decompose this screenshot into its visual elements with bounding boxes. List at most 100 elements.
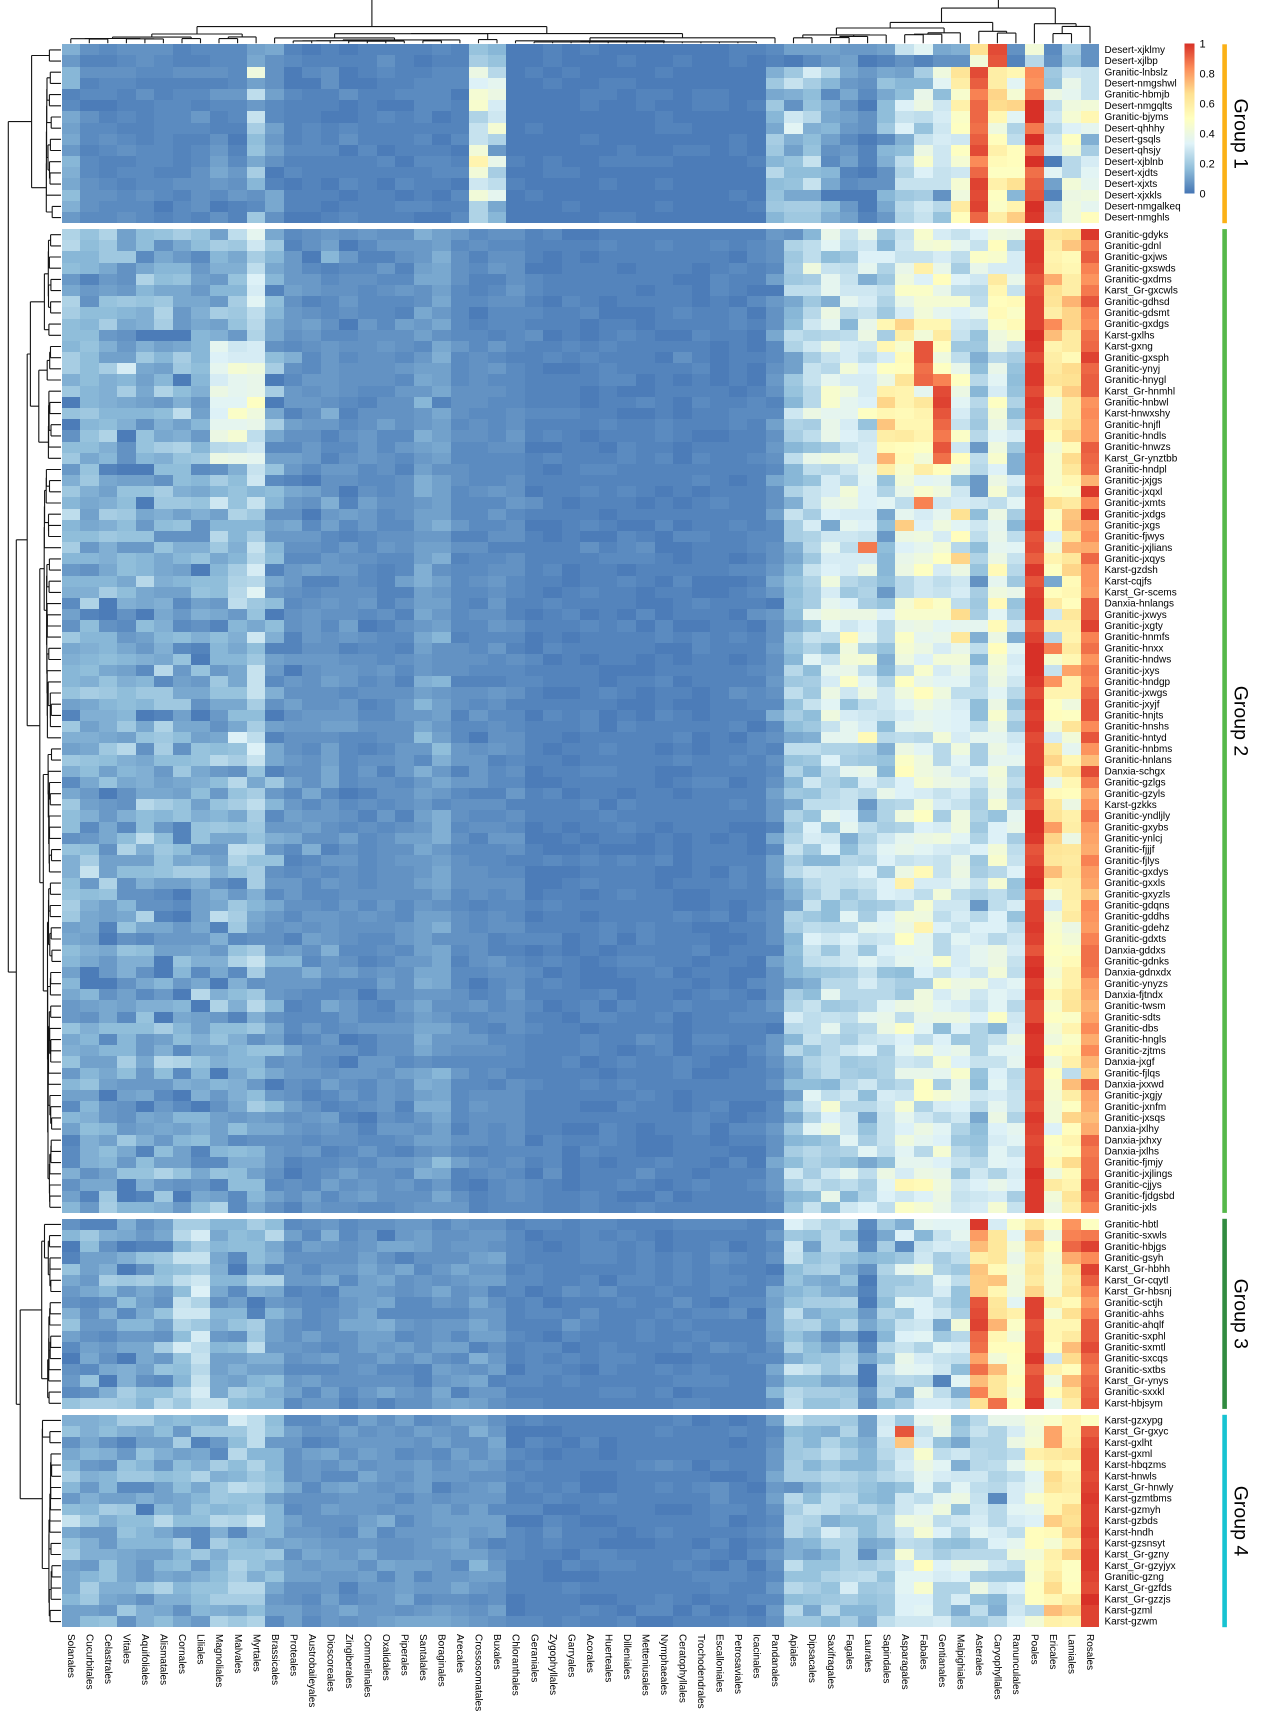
svg-text:Granitic-gdnl: Granitic-gdnl: [1105, 241, 1162, 252]
svg-text:Granitic-hnmfs: Granitic-hnmfs: [1105, 632, 1170, 643]
svg-text:Granitic-gzlgs: Granitic-gzlgs: [1105, 778, 1166, 789]
svg-text:Granitic-hngls: Granitic-hngls: [1105, 1035, 1167, 1046]
svg-text:Granitic-gxswds: Granitic-gxswds: [1105, 263, 1176, 274]
svg-text:Desert-xjxts: Desert-xjxts: [1105, 179, 1158, 190]
svg-text:Zingiberales: Zingiberales: [343, 1634, 354, 1688]
svg-text:Karst-gzxypg: Karst-gzxypg: [1105, 1416, 1163, 1427]
svg-text:Karst-gzml: Karst-gzml: [1105, 1606, 1153, 1617]
svg-text:Garryales: Garryales: [565, 1634, 576, 1677]
svg-text:Arecales: Arecales: [454, 1634, 465, 1673]
svg-text:Liliales: Liliales: [195, 1634, 206, 1665]
svg-text:Commelinales: Commelinales: [362, 1634, 373, 1697]
svg-text:Karst-gxml: Karst-gxml: [1105, 1449, 1153, 1460]
svg-text:Karst_Gr-hnwly: Karst_Gr-hnwly: [1105, 1483, 1174, 1494]
svg-text:Granitic-gdehz: Granitic-gdehz: [1105, 923, 1170, 934]
svg-text:Desert-qhsjy: Desert-qhsjy: [1105, 146, 1161, 157]
svg-text:Granitic-gxybs: Granitic-gxybs: [1105, 822, 1169, 833]
svg-text:Granitic-sxxkl: Granitic-sxxkl: [1105, 1387, 1165, 1398]
svg-text:Karst-gzsnsyt: Karst-gzsnsyt: [1105, 1539, 1166, 1550]
svg-text:0: 0: [1200, 189, 1206, 201]
svg-text:Karst-hnwxshy: Karst-hnwxshy: [1105, 409, 1171, 420]
svg-text:Granitic-gdsmt: Granitic-gdsmt: [1105, 308, 1170, 319]
svg-text:Granitic-gddhs: Granitic-gddhs: [1105, 912, 1170, 923]
svg-text:Granitic-hnxx: Granitic-hnxx: [1105, 643, 1164, 654]
svg-text:Granitic-gxyzls: Granitic-gxyzls: [1105, 889, 1171, 900]
svg-text:Granitic-lnbslz: Granitic-lnbslz: [1105, 67, 1168, 78]
svg-text:Danxia-jxxwd: Danxia-jxxwd: [1105, 1079, 1164, 1090]
svg-text:Ranunculales: Ranunculales: [1010, 1634, 1021, 1695]
svg-text:Granitic-sxtbs: Granitic-sxtbs: [1105, 1365, 1166, 1376]
svg-text:Granitic-dbs: Granitic-dbs: [1105, 1024, 1159, 1035]
svg-text:Granitic-sxmtl: Granitic-sxmtl: [1105, 1343, 1166, 1354]
svg-text:Celastrales: Celastrales: [102, 1634, 113, 1684]
svg-text:Danxia-jxgf: Danxia-jxgf: [1105, 1057, 1155, 1068]
svg-text:Crossosomatales: Crossosomatales: [473, 1634, 484, 1711]
svg-text:Danxia-gddxs: Danxia-gddxs: [1105, 945, 1166, 956]
svg-text:0.8: 0.8: [1200, 69, 1215, 81]
svg-text:Group 4: Group 4: [1229, 1486, 1251, 1557]
svg-text:Cucurbitales: Cucurbitales: [84, 1634, 95, 1690]
svg-text:Granitic-jxsqs: Granitic-jxsqs: [1105, 1113, 1166, 1124]
svg-text:Granitic-gdnks: Granitic-gdnks: [1105, 957, 1169, 968]
svg-text:Granitic-jxjgs: Granitic-jxjgs: [1105, 476, 1163, 487]
svg-text:Granitic-jxjlians: Granitic-jxjlians: [1105, 543, 1173, 554]
svg-text:Icacinales: Icacinales: [751, 1634, 762, 1678]
svg-text:Karst-gzwm: Karst-gzwm: [1105, 1617, 1158, 1628]
svg-text:Granitic-gxdgs: Granitic-gxdgs: [1105, 319, 1169, 330]
svg-text:Malpighiales: Malpighiales: [955, 1634, 966, 1690]
svg-text:Asterales: Asterales: [973, 1634, 984, 1676]
svg-text:Granitic-jxwys: Granitic-jxwys: [1105, 610, 1167, 621]
svg-text:Granitic-gdqns: Granitic-gdqns: [1105, 901, 1170, 912]
svg-text:Metteniusales: Metteniusales: [640, 1634, 651, 1696]
svg-text:Granitic-gxdys: Granitic-gxdys: [1105, 867, 1169, 878]
svg-text:Karst-cqjfs: Karst-cqjfs: [1105, 576, 1152, 587]
svg-text:Granitic-hnwzs: Granitic-hnwzs: [1105, 442, 1171, 453]
svg-text:Karst_Gr-gzny: Karst_Gr-gzny: [1105, 1550, 1169, 1561]
svg-text:Dioscoreales: Dioscoreales: [324, 1634, 335, 1692]
svg-text:Granitic-yndljly: Granitic-yndljly: [1105, 811, 1171, 822]
svg-text:Aquifoliales: Aquifoliales: [139, 1634, 150, 1685]
svg-text:Desert-nmgqlts: Desert-nmgqlts: [1105, 101, 1173, 112]
svg-text:Karst_Gr-gzyjyx: Karst_Gr-gzyjyx: [1105, 1561, 1176, 1572]
svg-text:Granitic-hnbwl: Granitic-hnbwl: [1105, 398, 1169, 409]
svg-text:Granitic-hnygl: Granitic-hnygl: [1105, 375, 1167, 386]
svg-text:Karst-gzkks: Karst-gzkks: [1105, 800, 1157, 811]
svg-text:Granitic-hbmjb: Granitic-hbmjb: [1105, 90, 1170, 101]
svg-text:Apiales: Apiales: [788, 1634, 799, 1667]
svg-text:Danxia-gdnxdx: Danxia-gdnxdx: [1105, 968, 1172, 979]
svg-text:Danxia-jxlhs: Danxia-jxlhs: [1105, 1147, 1159, 1158]
svg-text:Karst_Gr-gzfds: Karst_Gr-gzfds: [1105, 1583, 1172, 1594]
svg-text:Granitic-ynyj: Granitic-ynyj: [1105, 364, 1161, 375]
svg-text:Granitic-jxwgs: Granitic-jxwgs: [1105, 688, 1168, 699]
svg-text:Granitic-ynyzs: Granitic-ynyzs: [1105, 979, 1168, 990]
svg-text:Karst_Gr-scems: Karst_Gr-scems: [1105, 588, 1177, 599]
svg-text:Pandanales: Pandanales: [769, 1634, 780, 1687]
svg-text:Karst-hbjsym: Karst-hbjsym: [1105, 1398, 1163, 1409]
svg-text:Granitic-hbtl: Granitic-hbtl: [1105, 1220, 1159, 1231]
svg-text:Granitic-jxls: Granitic-jxls: [1105, 1202, 1157, 1213]
svg-text:Desert-nmghls: Desert-nmghls: [1105, 213, 1170, 224]
svg-text:Granitic-jxmts: Granitic-jxmts: [1105, 498, 1166, 509]
svg-text:Desert-nmgshwl: Desert-nmgshwl: [1105, 79, 1177, 90]
svg-text:Desert-xjxkls: Desert-xjxkls: [1105, 190, 1162, 201]
svg-text:Granitic-jxgs: Granitic-jxgs: [1105, 521, 1161, 532]
svg-text:0.6: 0.6: [1200, 99, 1215, 111]
svg-text:Karst_Gr-gxyc: Karst_Gr-gxyc: [1105, 1427, 1169, 1438]
svg-text:Group 2: Group 2: [1229, 686, 1251, 756]
svg-text:Granitic-ahhs: Granitic-ahhs: [1105, 1309, 1164, 1320]
svg-text:Karst-hnwls: Karst-hnwls: [1105, 1471, 1157, 1482]
svg-text:Karst_Gr-gzzjs: Karst_Gr-gzzjs: [1105, 1594, 1171, 1605]
svg-text:Karst_Gr-ynys: Karst_Gr-ynys: [1105, 1376, 1169, 1387]
svg-text:Granitic-hnshs: Granitic-hnshs: [1105, 722, 1169, 733]
svg-text:Petrosaviales: Petrosaviales: [732, 1634, 743, 1694]
svg-text:Granitic-gxsph: Granitic-gxsph: [1105, 353, 1169, 364]
svg-text:Granitic-gzng: Granitic-gzng: [1105, 1572, 1164, 1583]
svg-text:Magnoliales: Magnoliales: [213, 1634, 224, 1687]
svg-text:Desert-xjlbp: Desert-xjlbp: [1105, 56, 1159, 67]
svg-text:Boraginales: Boraginales: [436, 1634, 447, 1687]
svg-text:Myrtales: Myrtales: [250, 1634, 261, 1672]
svg-text:Nymphaeales: Nymphaeales: [658, 1634, 669, 1695]
svg-text:Ceratophyllales: Ceratophyllales: [677, 1634, 688, 1703]
svg-text:Desert-nmgalkeq: Desert-nmgalkeq: [1105, 202, 1181, 213]
svg-text:Granitic-sxcqs: Granitic-sxcqs: [1105, 1354, 1168, 1365]
